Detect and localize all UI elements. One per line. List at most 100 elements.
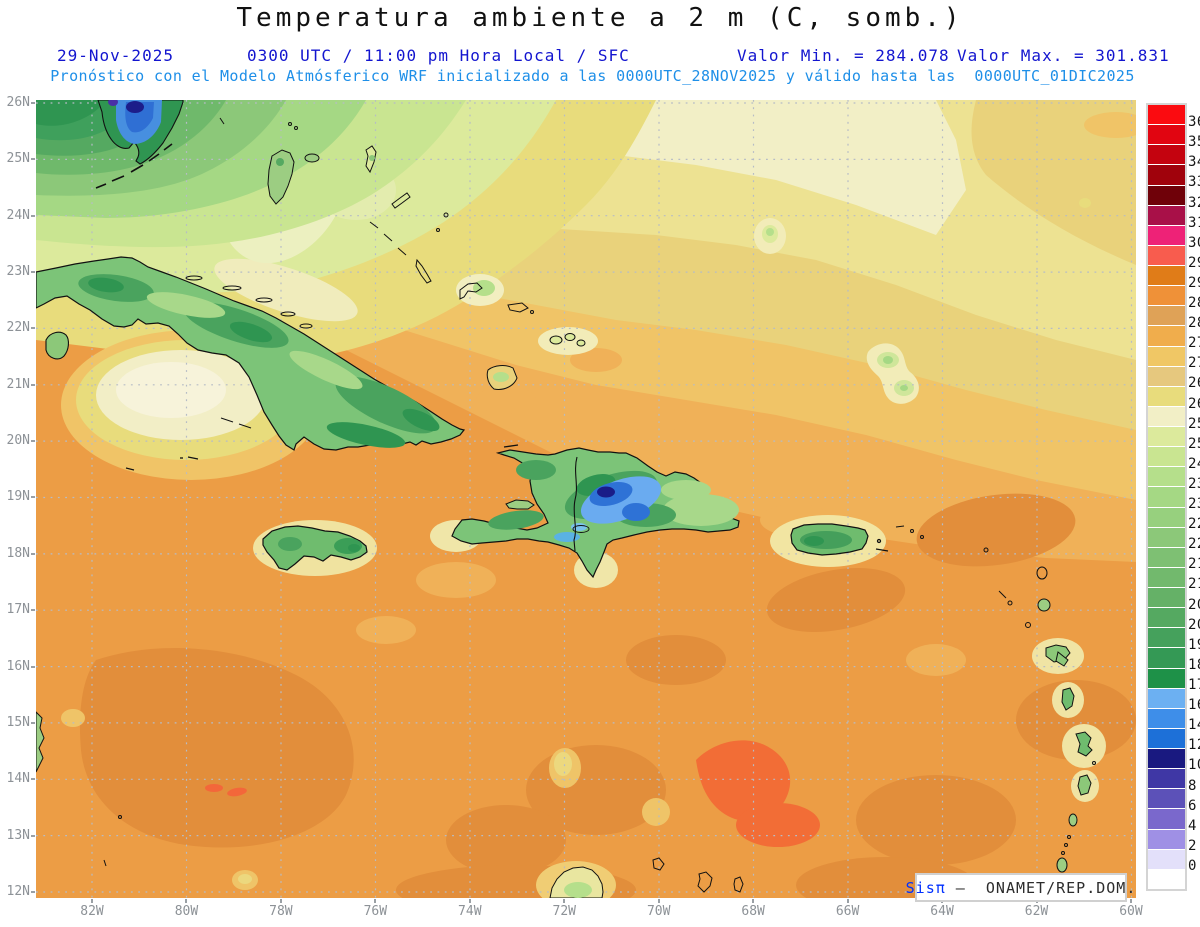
lon-tick-mark xyxy=(657,899,660,903)
lon-label: 70W xyxy=(646,904,671,919)
lat-tick-mark xyxy=(31,214,35,217)
colorbar-cell xyxy=(1148,688,1185,708)
colorbar-label: 26 xyxy=(1188,395,1200,412)
lat-label: 22N xyxy=(6,320,30,336)
colorbar-label: 8 xyxy=(1188,777,1197,794)
forecast-line: Pronóstico con el Modelo Atmósferico WRF… xyxy=(50,67,1135,85)
grid-lines xyxy=(36,100,1136,898)
aruba-island xyxy=(652,857,665,871)
colorbar-label: 18 xyxy=(1188,656,1200,673)
lat-label: 24N xyxy=(6,207,30,223)
lon-label: 64W xyxy=(930,904,954,919)
colorbar-cell xyxy=(1148,286,1185,306)
colorbar-cell xyxy=(1148,185,1185,205)
lat-tick-mark xyxy=(31,552,35,555)
lon-tick-mark xyxy=(185,899,188,903)
lon-label: 68W xyxy=(741,904,765,919)
watermark-badge: Sisπ – ONAMET/REP.DOM. xyxy=(906,873,1135,902)
colorbar-cell xyxy=(1148,487,1185,507)
haiti-dr-border xyxy=(573,456,578,552)
watermark-brand: Sisπ xyxy=(905,878,946,897)
lat-label: 16N xyxy=(6,658,30,674)
lat-tick-mark xyxy=(31,102,35,104)
colorbar-label: 21 xyxy=(1188,576,1200,593)
lat-tick-mark xyxy=(31,383,35,386)
colorbar-cell xyxy=(1148,547,1185,567)
honduras-coast xyxy=(35,710,45,773)
lon-tick-mark xyxy=(91,899,93,903)
lesser-antilles xyxy=(895,525,1096,873)
colorbar-label: 28 xyxy=(1188,315,1200,332)
lon-tick-mark xyxy=(468,899,471,903)
lon-label: 72W xyxy=(552,904,576,919)
hispaniola-island xyxy=(451,444,740,579)
lat-tick-mark xyxy=(31,440,35,443)
colorbar-cell xyxy=(1148,406,1185,426)
colorbar-label: 29 xyxy=(1188,274,1200,291)
lon-label: 82W xyxy=(80,904,104,919)
batabano-cool-pool xyxy=(61,330,321,480)
lat-tick-mark xyxy=(31,890,35,893)
turks-caicos-islands xyxy=(549,333,586,347)
lat-label: 19N xyxy=(6,489,30,505)
colorbar-cell xyxy=(1148,306,1185,326)
colorbar-cell xyxy=(1148,165,1185,185)
cuba-island xyxy=(35,256,466,471)
dominica-island xyxy=(1061,687,1075,711)
colorbar-label: 10 xyxy=(1188,757,1200,774)
page-title: Temperatura ambiente a 2 m (C, somb.) xyxy=(236,3,964,33)
lon-tick-mark xyxy=(374,899,377,903)
colorbar-label: 19 xyxy=(1188,636,1200,653)
colorbar-cell xyxy=(1148,366,1185,386)
colorbar-label: 12 xyxy=(1188,737,1200,754)
colorbar-cell xyxy=(1148,588,1185,608)
colorbar-cell xyxy=(1148,527,1185,547)
lon-tick-mark xyxy=(279,899,282,903)
lon-label: 60W xyxy=(1119,904,1143,919)
lon-label: 78W xyxy=(269,904,293,919)
lat-label: 14N xyxy=(6,771,30,787)
colorbar-cell xyxy=(1148,245,1185,265)
valor-min: Valor Min. = 284.078 xyxy=(737,46,950,65)
lat-label: 20N xyxy=(6,433,30,449)
lat-tick-mark xyxy=(31,778,35,781)
martinique-island xyxy=(1075,731,1093,757)
colorbar-label: 22 xyxy=(1188,536,1200,553)
tortue-island xyxy=(503,444,519,448)
curacao-island xyxy=(697,871,713,893)
colorbar-cell xyxy=(1148,749,1185,769)
lat-label: 13N xyxy=(6,827,30,843)
cold-spot-cordillera xyxy=(580,476,662,524)
colorbar-label: 4 xyxy=(1188,817,1197,834)
colorbar-label: 28.5 xyxy=(1188,295,1200,312)
colorbar-cell xyxy=(1148,668,1185,688)
colorbar-cell xyxy=(1148,869,1185,889)
watermark-text: – ONAMET/REP.DOM. xyxy=(945,878,1137,897)
colorbar-label: 32 xyxy=(1188,194,1200,211)
colorbar-cell xyxy=(1148,266,1185,286)
colorbar-cell xyxy=(1148,567,1185,587)
colorbar-cells xyxy=(1146,103,1187,891)
bahamas-islands xyxy=(219,117,586,390)
colorbar-cell xyxy=(1148,145,1185,165)
colorbar-label: 36 xyxy=(1188,114,1200,131)
valid-time: 0300 UTC / 11:00 pm Hora Local / SFC xyxy=(247,46,630,65)
lat-tick-mark xyxy=(31,834,35,837)
colorbar-cell xyxy=(1148,608,1185,628)
lon-label: 74W xyxy=(458,904,482,919)
lon-label: 62W xyxy=(1024,904,1049,919)
lat-tick-mark xyxy=(31,496,35,499)
colorbar-label: 29.7 xyxy=(1188,254,1200,271)
lat-tick-mark xyxy=(31,609,35,612)
colorbar-label: 24 xyxy=(1188,455,1200,472)
colorbar-cell xyxy=(1148,507,1185,527)
lat-label: 12N xyxy=(6,883,30,899)
colorbar-cell xyxy=(1148,386,1185,406)
colorbar-label: 20.5 xyxy=(1188,596,1200,613)
lon-tick-mark xyxy=(563,899,566,903)
colorbar-cell xyxy=(1148,427,1185,447)
colorbar-label: 30.7 xyxy=(1188,234,1200,251)
colorbar-label: 26.5 xyxy=(1188,375,1200,392)
colorbar-label: 34 xyxy=(1188,154,1200,171)
